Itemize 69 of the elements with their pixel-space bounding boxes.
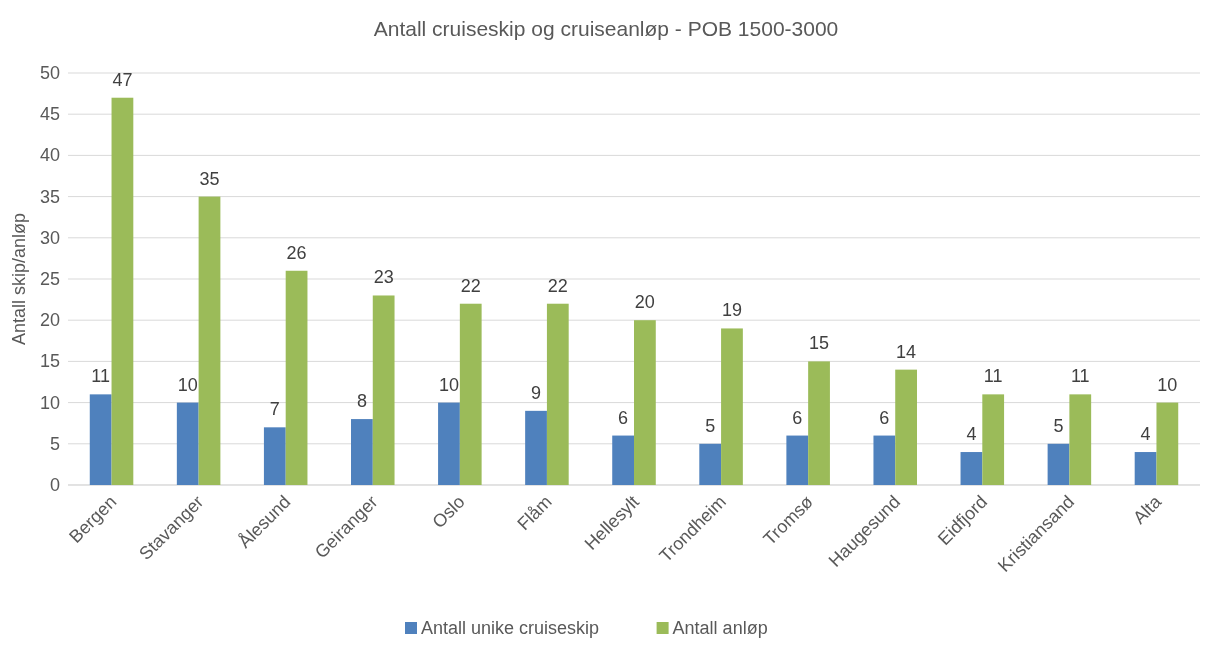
y-tick-label: 35: [39, 186, 60, 207]
data-label: 14: [896, 341, 917, 362]
bar: [808, 361, 830, 485]
bar: [525, 410, 547, 485]
data-label: 11: [91, 366, 110, 387]
bar: [89, 394, 112, 485]
data-label: 22: [547, 275, 568, 296]
y-tick-label: 20: [39, 310, 60, 331]
bar: [786, 435, 809, 485]
y-tick-label: 40: [39, 145, 60, 166]
legend-label: Antall unike cruiseskip: [421, 618, 600, 638]
y-axis-title: Antall skip/anløp: [9, 212, 29, 346]
data-label: 35: [199, 168, 220, 189]
bar: [1047, 443, 1070, 485]
bar: [546, 303, 569, 485]
data-label: 47: [112, 69, 133, 90]
bar: [1134, 452, 1157, 485]
data-label: 9: [531, 382, 542, 403]
y-tick-label: 0: [49, 475, 60, 495]
bar: [960, 452, 983, 485]
data-label: 23: [373, 267, 394, 288]
data-label: 11: [1070, 366, 1090, 387]
bar: [721, 328, 743, 485]
data-label: 26: [286, 242, 307, 263]
data-label: 7: [269, 399, 280, 420]
x-tick-label: Oslo: [428, 491, 469, 532]
y-tick-label: 10: [39, 392, 60, 413]
data-label: 8: [356, 391, 367, 412]
bar: [612, 435, 634, 485]
data-label: 11: [983, 366, 1003, 387]
bar: [111, 97, 134, 485]
data-label: 10: [1157, 374, 1178, 395]
bar: [1156, 402, 1179, 485]
bar: [895, 369, 917, 485]
bar: [438, 402, 460, 485]
bar: [634, 320, 656, 485]
data-label: 22: [460, 275, 481, 296]
bar: [176, 402, 199, 485]
y-tick-label: 5: [49, 433, 60, 454]
data-label: 15: [809, 333, 830, 354]
bar: [873, 435, 896, 485]
y-tick-label: 30: [39, 227, 60, 248]
y-tick-label: 15: [39, 351, 60, 372]
y-tick-label: 45: [39, 104, 60, 125]
data-label: 6: [879, 407, 890, 428]
y-tick-label: 50: [39, 63, 60, 83]
data-label: 6: [618, 407, 629, 428]
data-label: 10: [177, 374, 198, 395]
data-label: 5: [1053, 415, 1064, 436]
chart-title: Antall cruiseskip og cruiseanløp - POB 1500-3000: [373, 17, 839, 40]
data-label: 20: [634, 292, 655, 313]
bar: [982, 394, 1005, 485]
data-label: 10: [438, 374, 459, 395]
bar: [459, 303, 482, 485]
bar: [198, 196, 221, 485]
bar: [351, 419, 373, 485]
data-label: 4: [966, 424, 977, 445]
bar: [372, 295, 395, 485]
bar: [285, 270, 308, 485]
y-tick-label: 25: [39, 269, 60, 289]
data-label: 19: [721, 300, 742, 321]
data-label: 5: [705, 415, 716, 436]
data-label: 4: [1140, 424, 1151, 445]
x-tick-label: Alta: [1129, 491, 1166, 528]
bar: [1069, 394, 1092, 485]
legend-label: Antall anløp: [672, 618, 768, 638]
data-label: 6: [792, 407, 803, 428]
bar: [263, 427, 286, 485]
bar: [699, 443, 722, 485]
